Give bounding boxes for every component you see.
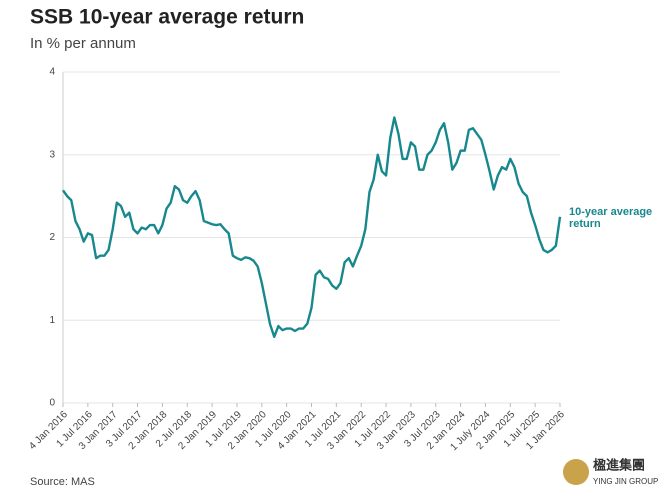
- y-tick-label: 1: [49, 315, 55, 326]
- source: Source: MAS: [30, 476, 95, 488]
- y-tick-label: 3: [49, 149, 55, 160]
- line-label: 10-year average return: [569, 206, 653, 230]
- chart-subtitle: In % per annum: [30, 35, 136, 52]
- y-tick-label: 2: [49, 232, 55, 243]
- line: [62, 116, 562, 338]
- y-tick-label: 0: [49, 398, 55, 409]
- logo-name: 楹進集團: [593, 457, 645, 472]
- logo-icon: [563, 459, 589, 485]
- logo-subname: YING JIN GROUP: [593, 477, 658, 486]
- y-tick-label: 4: [49, 67, 55, 78]
- chart-title: SSB 10-year average return: [30, 6, 304, 29]
